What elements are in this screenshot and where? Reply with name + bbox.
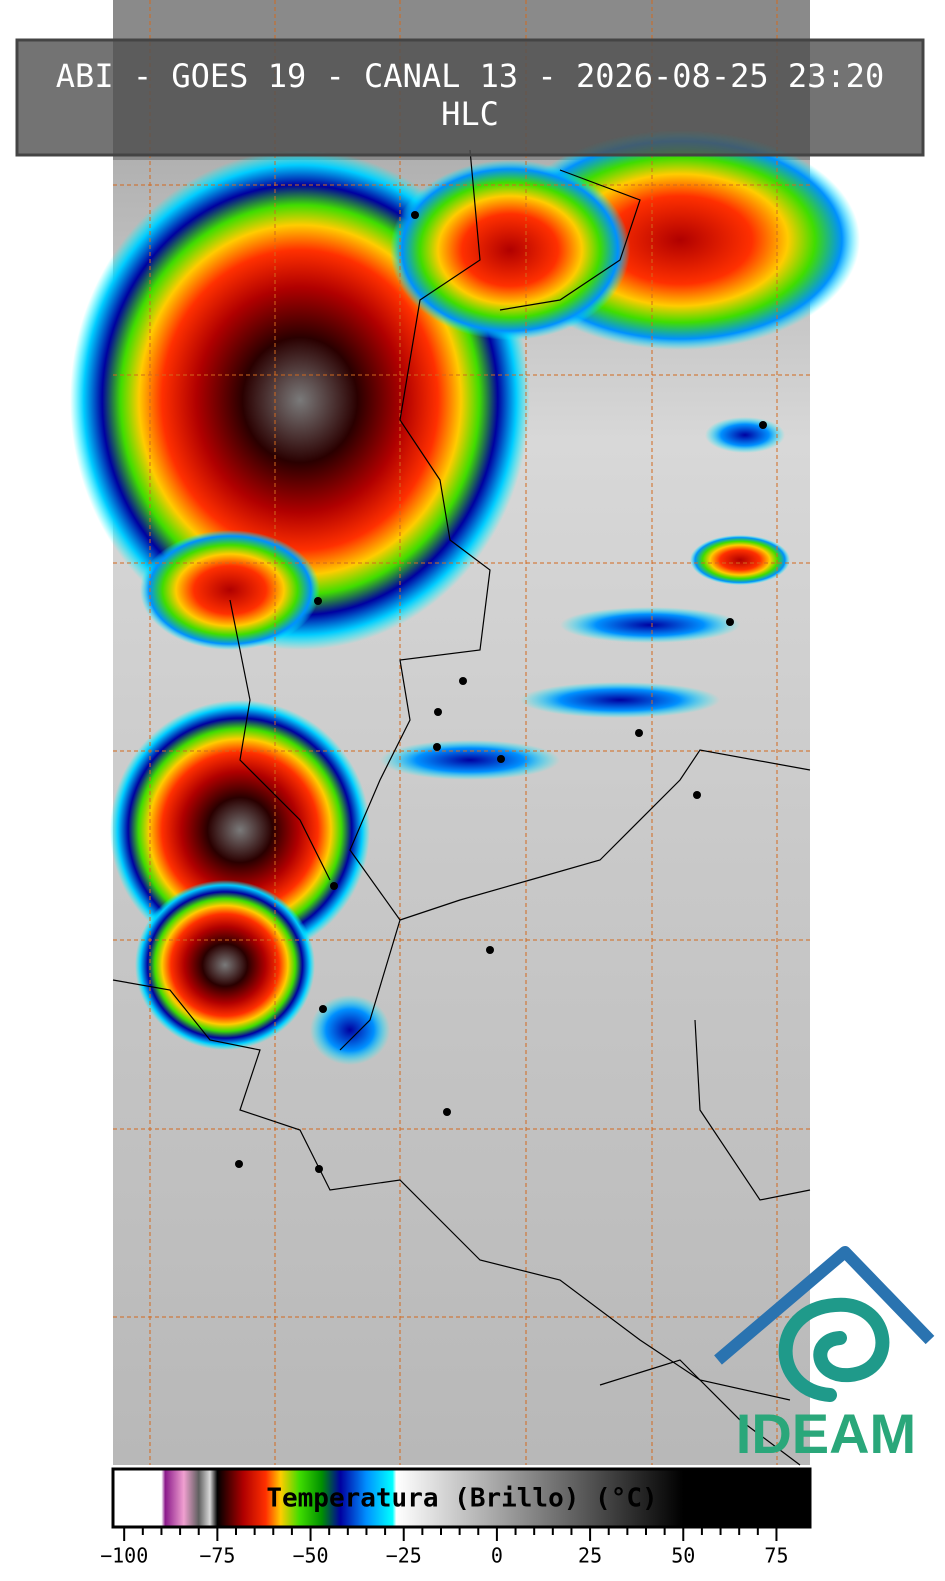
city: [497, 755, 505, 763]
cloud-streak: [560, 607, 740, 643]
tick-label: 0: [491, 1544, 503, 1568]
tick-label: −25: [386, 1544, 422, 1568]
title-background: [15, 38, 925, 157]
storm-cell: [140, 530, 320, 650]
cloud-streak: [705, 417, 785, 453]
city: [434, 708, 442, 716]
tick-label: −75: [199, 1544, 235, 1568]
tick-label: 75: [764, 1544, 788, 1568]
region-border: [694, 1019, 811, 1201]
country-border: [339, 149, 491, 1051]
cloud-streak: [310, 995, 390, 1065]
city: [235, 1160, 243, 1168]
cities: [235, 211, 767, 1173]
region-border: [399, 749, 811, 921]
country-border: [112, 979, 791, 1401]
tick-label: 25: [578, 1544, 602, 1568]
city: [693, 791, 701, 799]
colorbar-label: Temperatura (Brillo) (°C): [266, 1484, 657, 1514]
logo-text: IDEAM: [736, 1402, 916, 1465]
city: [486, 946, 494, 954]
tick-label: −100: [100, 1544, 148, 1568]
region-border: [229, 599, 331, 881]
subtitle: HLC: [441, 95, 499, 133]
city: [319, 1005, 327, 1013]
logo-roof: [714, 1246, 935, 1365]
cloud-streak: [520, 682, 720, 718]
tick-label: −50: [292, 1544, 328, 1568]
graticule: [113, 0, 810, 1465]
city: [635, 729, 643, 737]
region-border: [599, 1359, 801, 1466]
title-box: ABI - GOES 19 - CANAL 13 - 2026-08-25 23…: [15, 38, 925, 157]
satellite-image: [70, 0, 860, 1465]
city: [411, 211, 419, 219]
country-border: [499, 169, 641, 311]
borders: [112, 149, 811, 1466]
logo-swirl: [778, 1297, 890, 1402]
storm-cell: [690, 535, 790, 585]
storm-cell: [135, 880, 315, 1050]
city: [759, 421, 767, 429]
title: ABI - GOES 19 - CANAL 13 - 2026-08-25 23…: [56, 57, 884, 95]
tick-label: 50: [671, 1544, 695, 1568]
city: [459, 677, 467, 685]
colorbar-scale: [111, 1467, 812, 1529]
storm-cell: [390, 160, 630, 340]
city: [330, 882, 338, 890]
city: [314, 597, 322, 605]
colorbar: Temperatura (Brillo) (°C) −100 −75 −50 −25 0…: [100, 1467, 812, 1568]
city: [433, 743, 441, 751]
city: [726, 618, 734, 626]
cloud-streak: [380, 740, 560, 780]
logo: IDEAM: [714, 1246, 935, 1465]
city: [315, 1165, 323, 1173]
city: [443, 1108, 451, 1116]
